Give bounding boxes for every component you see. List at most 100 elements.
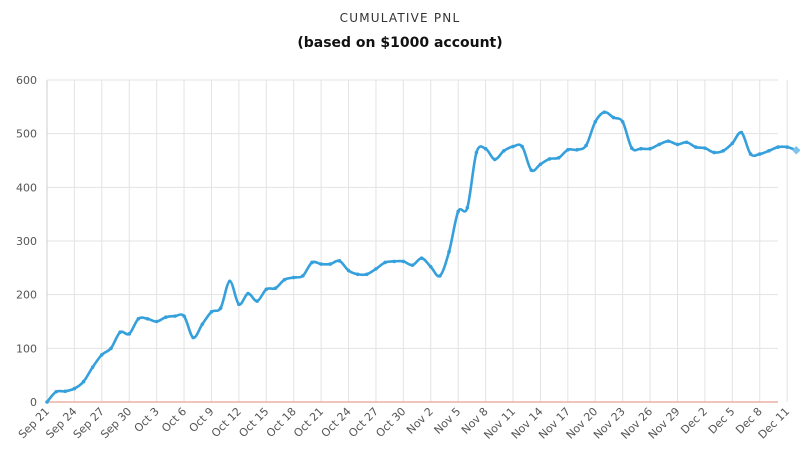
y-tick-label: 300 [16,235,37,248]
data-point[interactable] [81,379,86,384]
data-point[interactable] [730,141,735,146]
y-tick-label: 0 [30,396,37,409]
data-point[interactable] [109,346,113,351]
x-tick-label: Nov 2 [404,405,436,437]
data-point[interactable] [757,152,762,156]
data-point[interactable] [200,322,205,326]
data-point[interactable] [182,314,186,318]
data-point[interactable] [255,299,259,303]
data-point[interactable] [639,146,643,151]
data-point[interactable] [237,302,241,307]
data-point[interactable] [602,110,607,114]
data-point[interactable] [410,263,415,267]
data-point[interactable] [264,287,269,292]
data-point[interactable] [483,146,488,151]
data-point[interactable] [465,205,470,210]
data-point[interactable] [556,156,561,160]
data-point[interactable] [163,315,168,320]
data-point[interactable] [666,139,671,143]
data-point[interactable] [456,209,460,214]
data-point[interactable] [675,142,680,147]
data-point[interactable] [776,145,780,149]
data-point[interactable] [319,262,323,266]
data-point[interactable] [383,260,387,265]
data-point[interactable] [703,146,707,150]
data-point[interactable] [566,147,570,152]
data-point[interactable] [785,145,789,149]
data-point[interactable] [72,386,77,391]
data-point[interactable] [54,390,58,394]
chart-title: CUMULATIVE PNL [339,11,461,25]
data-point[interactable] [173,314,177,318]
data-point[interactable] [438,274,442,278]
data-point[interactable] [538,162,543,167]
x-tick-label: Oct 24 [319,405,354,440]
data-point[interactable] [209,310,214,314]
data-point[interactable] [584,143,588,148]
data-point[interactable] [127,332,132,336]
data-point[interactable] [739,130,744,135]
data-point[interactable] [630,146,634,150]
data-point[interactable] [63,389,68,394]
data-point[interactable] [492,157,497,162]
x-tick-label: Oct 15 [236,405,271,440]
gridlines [46,79,788,402]
data-point[interactable] [45,400,49,404]
data-point[interactable] [748,152,753,156]
x-tick-label: Dec 2 [678,405,710,437]
data-point[interactable] [428,264,433,269]
data-point[interactable] [721,149,725,153]
data-point[interactable] [529,168,534,172]
data-point[interactable] [355,272,360,277]
data-point[interactable] [575,147,579,152]
data-point[interactable] [310,260,314,265]
data-point[interactable] [712,150,716,155]
data-point[interactable] [273,286,278,291]
data-point[interactable] [100,352,104,357]
data-point-last[interactable] [792,146,800,155]
data-point[interactable] [301,274,305,278]
x-tick-label: Oct 12 [209,405,244,440]
data-point[interactable] [136,317,141,321]
data-point[interactable] [767,149,771,153]
x-tick-label: Oct 6 [159,405,189,435]
data-point[interactable] [392,259,397,264]
data-point[interactable] [593,120,598,124]
data-point[interactable] [648,146,652,151]
y-tick-label: 600 [16,74,37,87]
data-point[interactable] [346,268,351,273]
data-point[interactable] [191,335,195,340]
data-point[interactable] [328,262,333,266]
data-point[interactable] [620,120,625,124]
data-point[interactable] [693,145,698,149]
data-point[interactable] [547,157,552,161]
data-point[interactable] [684,140,689,145]
data-point[interactable] [227,279,232,284]
data-point[interactable] [657,142,662,147]
data-point[interactable] [337,259,342,263]
data-point[interactable] [118,330,122,335]
data-point[interactable] [611,115,616,120]
data-point[interactable] [401,259,406,264]
data-point[interactable] [365,272,369,277]
data-point[interactable] [291,275,296,280]
data-point[interactable] [520,144,524,149]
x-tick-label: Nov 5 [432,405,464,437]
data-point[interactable] [502,149,506,153]
data-point[interactable] [218,306,223,310]
data-point[interactable] [154,319,159,324]
data-point[interactable] [511,144,515,149]
data-point[interactable] [374,267,378,271]
y-tick-label: 400 [16,181,37,194]
chart-subtitle: (based on $1000 account) [297,35,503,51]
data-point[interactable] [90,365,95,369]
data-point[interactable] [282,277,287,282]
data-point[interactable] [447,249,451,254]
data-point[interactable] [474,150,479,155]
data-point[interactable] [145,317,150,321]
data-point[interactable] [419,256,424,260]
data-point[interactable] [246,291,250,296]
